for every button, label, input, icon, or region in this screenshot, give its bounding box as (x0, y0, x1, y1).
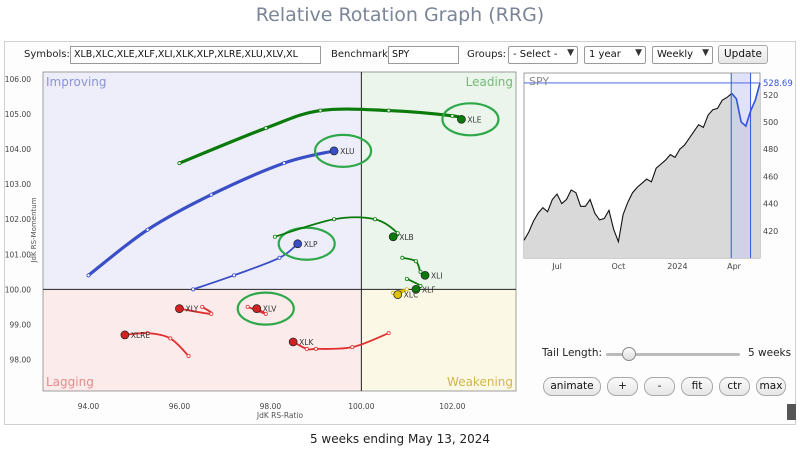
chevron-down-icon: ▼ (635, 48, 642, 58)
chevron-down-icon: ▼ (702, 48, 709, 58)
zoom-in-button[interactable]: + (607, 377, 638, 396)
groups-select[interactable]: - Select - ▼ (508, 46, 578, 64)
fit-button[interactable]: fit (681, 377, 713, 396)
page-title: Relative Rotation Graph (RRG) (255, 4, 545, 26)
groups-select-value: - Select - (513, 49, 558, 60)
rrg-panel (4, 41, 796, 425)
max-button[interactable]: max (756, 377, 786, 396)
interval-select[interactable]: Weekly ▼ (652, 46, 713, 64)
symbols-label: Symbols: (24, 49, 70, 60)
animate-button[interactable]: animate (543, 377, 601, 396)
benchmark-input[interactable]: SPY (388, 46, 459, 64)
chevron-down-icon: ▼ (567, 48, 574, 58)
date-caption: 5 weeks ending May 13, 2024 (309, 432, 491, 446)
center-button[interactable]: ctr (719, 377, 750, 396)
tail-length-slider-handle[interactable] (622, 347, 636, 361)
tail-length-value: 5 weeks (748, 347, 792, 359)
groups-label: Groups: (467, 49, 507, 60)
benchmark-label: Benchmark: (331, 49, 392, 60)
zoom-out-button[interactable]: - (644, 377, 675, 396)
interval-select-value: Weekly (657, 49, 694, 60)
symbols-input[interactable]: XLB,XLC,XLE,XLF,XLI,XLK,XLP,XLRE,XLU,XLV… (70, 46, 321, 64)
scrollbar[interactable] (787, 404, 796, 420)
tail-length-label: Tail Length: (542, 347, 603, 359)
tail-length-slider[interactable] (606, 353, 740, 356)
period-select[interactable]: 1 year ▼ (584, 46, 646, 64)
period-select-value: 1 year (589, 49, 621, 60)
update-button[interactable]: Update (718, 45, 768, 64)
